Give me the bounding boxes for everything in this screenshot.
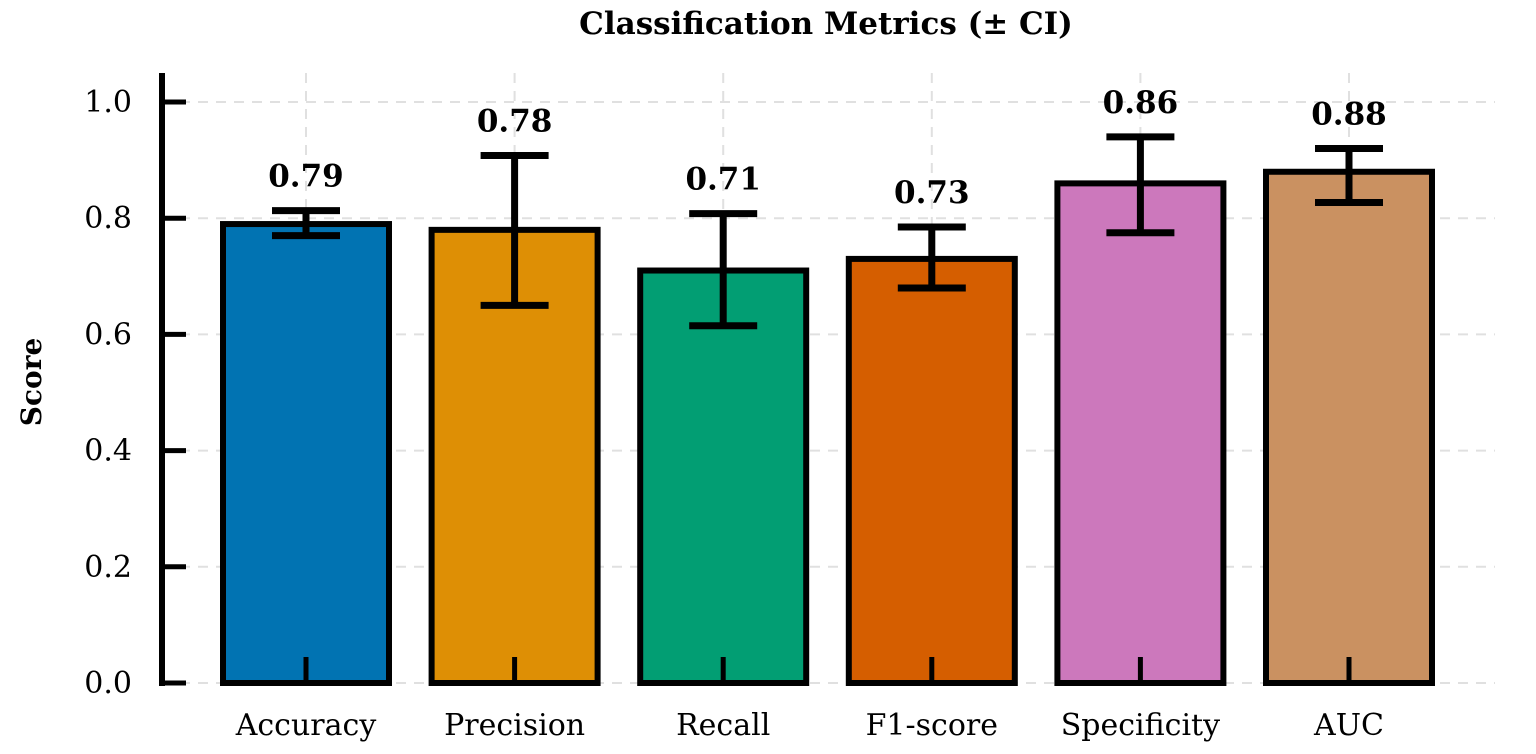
y-tick-label: 0.2 [84,550,132,585]
x-tick-label: F1-score [866,708,998,743]
bar-specificity [1054,180,1227,686]
bar-recall [637,267,810,686]
labels-layer: 0.0 0.2 0.4 0.6 0.8 1.0 0.79 Accuracy 0.78 Precis… [84,85,1386,743]
y-tick-label: 0.8 [84,201,132,236]
x-tick-label: Recall [676,708,770,743]
y-axis-label: Score [15,338,48,427]
bars-layer [220,133,1435,687]
x-tick-label: Precision [444,708,585,743]
bar-accuracy [220,221,392,687]
value-label: 0.79 [268,159,344,195]
x-tick-label: Accuracy [235,708,377,743]
x-tick-label: Specificity [1061,708,1220,743]
y-tick-label: 0.6 [84,317,132,352]
chart-title: Classification Metrics (± CI) [579,6,1073,42]
y-tick-label: 0.4 [84,434,132,469]
value-label: 0.78 [477,103,553,139]
x-tick-label: AUC [1313,708,1384,743]
bar-f1-score [845,255,1018,686]
y-tick-label: 0.0 [84,666,132,701]
value-label: 0.88 [1311,97,1387,133]
value-label: 0.86 [1103,85,1179,121]
value-label: 0.71 [685,162,761,198]
axes-layer [159,73,1352,686]
bar-auc [1263,168,1435,686]
y-tick-label: 1.0 [84,85,132,120]
value-label: 0.73 [894,175,970,211]
